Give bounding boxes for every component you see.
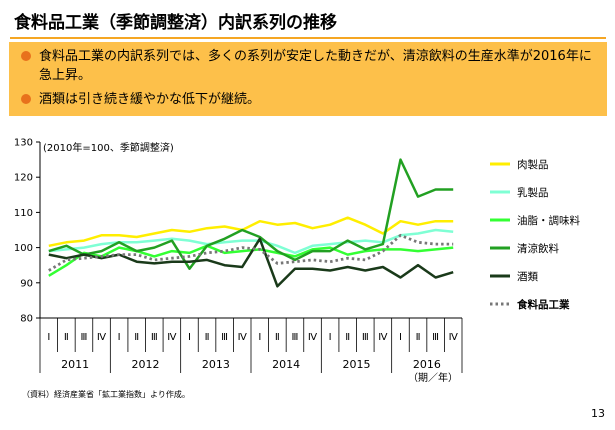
- x-tick-label-quarter: Ⅲ: [362, 332, 369, 343]
- legend-label: 酒類: [517, 270, 538, 283]
- bullet-dot-icon: [21, 94, 31, 104]
- x-axis-unit-label: （期／年）: [408, 371, 458, 384]
- x-tick-label-quarter: Ⅲ: [221, 332, 228, 343]
- y-tick-label: 80: [20, 314, 33, 325]
- summary-bullet: 酒類は引き続き緩やかな低下が継続。: [21, 90, 597, 109]
- x-tick-label-quarter: Ⅰ: [258, 332, 261, 343]
- x-tick-label-quarter: Ⅳ: [238, 332, 248, 343]
- series-line: [48, 244, 454, 277]
- x-tick-label-year: 2011: [61, 358, 89, 371]
- x-tick-label-quarter: Ⅳ: [97, 332, 107, 343]
- x-tick-label-quarter: Ⅰ: [329, 332, 332, 343]
- legend-label: 油脂・調味料: [517, 214, 580, 227]
- x-tick-label-quarter: Ⅳ: [449, 332, 459, 343]
- y-tick-label: 90: [20, 278, 33, 289]
- x-tick-label-quarter: Ⅱ: [134, 332, 139, 343]
- y-tick-label: 130: [14, 138, 33, 149]
- x-tick-label-quarter: Ⅱ: [64, 332, 69, 343]
- y-tick-label: 120: [14, 173, 33, 184]
- x-tick-label-year: 2013: [202, 358, 230, 371]
- x-tick-label-year: 2015: [343, 358, 371, 371]
- legend-label: 食料品工業: [516, 298, 570, 311]
- x-tick-label-quarter: Ⅳ: [167, 332, 177, 343]
- x-tick-label-quarter: Ⅳ: [308, 332, 318, 343]
- summary-list: 食料品工業の内訳系列では、多くの系列が安定した動きだが、清涼飲料の生産水準が20…: [21, 47, 597, 109]
- x-tick-label-quarter: Ⅱ: [345, 332, 350, 343]
- x-tick-label-quarter: Ⅱ: [416, 332, 421, 343]
- page-title: 食料品工業（季節調整済）内訳系列の推移: [14, 13, 337, 33]
- x-tick-label-year: 2014: [272, 358, 300, 371]
- title-underline: [10, 37, 606, 39]
- x-tick-label-quarter: Ⅲ: [292, 332, 299, 343]
- legend-label: 肉製品: [517, 158, 549, 171]
- x-tick-label-quarter: Ⅲ: [81, 332, 88, 343]
- series-line: [48, 158, 454, 270]
- page-number: 13: [591, 407, 605, 420]
- legend-label: 清涼飲料: [517, 242, 559, 255]
- x-tick-label-year: 2016: [413, 358, 441, 371]
- x-tick-label-quarter: Ⅰ: [118, 332, 121, 343]
- x-tick-label-quarter: Ⅳ: [378, 332, 388, 343]
- x-tick-label-quarter: Ⅲ: [432, 332, 439, 343]
- summary-text: 食料品工業の内訳系列では、多くの系列が安定した動きだが、清涼飲料の生産水準が20…: [39, 49, 592, 83]
- line-chart: 80 90 100 110 120 130 (2010年=100、季節調整済) Ⅰ Ⅱ Ⅲ Ⅳ Ⅰ Ⅱ Ⅲ…: [0, 125, 615, 426]
- series-line: [48, 237, 454, 288]
- summary-bullet: 食料品工業の内訳系列では、多くの系列が安定した動きだが、清涼飲料の生産水準が20…: [21, 47, 597, 85]
- x-tick-label-quarter: Ⅱ: [275, 332, 280, 343]
- x-tick-label-quarter: Ⅰ: [399, 332, 402, 343]
- bullet-dot-icon: [21, 51, 31, 61]
- x-tick-label-quarter: Ⅰ: [47, 332, 50, 343]
- chart-unit-note: (2010年=100、季節調整済): [43, 141, 174, 154]
- x-tick-label-quarter: Ⅰ: [188, 332, 191, 343]
- x-tick-label-quarter: Ⅲ: [151, 332, 158, 343]
- x-tick-label-year: 2012: [132, 358, 160, 371]
- y-tick-label: 110: [14, 208, 33, 219]
- summary-box: 食料品工業の内訳系列では、多くの系列が安定した動きだが、清涼飲料の生産水準が20…: [9, 42, 607, 116]
- y-tick-label: 100: [14, 243, 33, 254]
- legend-label: 乳製品: [517, 186, 549, 199]
- summary-text: 酒類は引き続き緩やかな低下が継続。: [39, 92, 261, 107]
- x-tick-label-quarter: Ⅱ: [205, 332, 210, 343]
- source-note: （資料）経済産業省「鉱工業指数」より作成。: [22, 390, 190, 399]
